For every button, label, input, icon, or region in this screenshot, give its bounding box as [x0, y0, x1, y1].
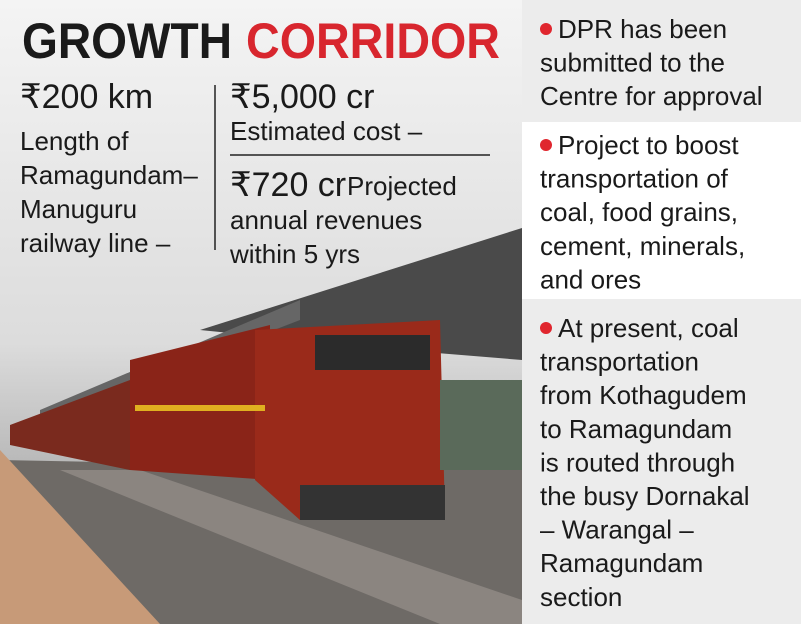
bullet — [540, 139, 552, 151]
point-line: the busy Dornakal — [540, 481, 750, 511]
title-first: GROWTH — [22, 13, 232, 69]
point-line: Project to boost — [558, 130, 739, 160]
length-label: Length of — [20, 126, 129, 156]
point-line: submitted to the — [540, 48, 725, 78]
bullet — [540, 322, 552, 334]
length-label: railway line – — [20, 228, 171, 258]
panel — [522, 125, 801, 296]
point-line: transportation of — [540, 164, 729, 194]
point-line: DPR has been — [558, 14, 727, 44]
title-second: CORRIDOR — [246, 13, 500, 69]
photo — [0, 0, 522, 624]
length-label: Ramagundam– — [20, 160, 198, 190]
revenue-label: annual revenues — [230, 205, 422, 235]
point-line: is routed through — [540, 447, 735, 477]
point-line: transportation — [540, 347, 699, 377]
revenue-value: ₹720 cr — [230, 166, 346, 204]
point-line: cement, minerals, — [540, 231, 745, 261]
point-line: Centre for approval — [540, 81, 763, 111]
bullet — [540, 23, 552, 35]
panel — [522, 0, 801, 122]
cost-label: Estimated cost – — [230, 116, 423, 146]
point-line: Ramagundam — [540, 548, 703, 578]
length-label: Manuguru — [20, 194, 137, 224]
point-line: to Ramagundam — [540, 414, 732, 444]
point-line: from Kothagudem — [540, 380, 747, 410]
point-line: and ores — [540, 264, 641, 294]
revenue-label: Projected — [347, 171, 457, 201]
point-line: – Warangal – — [540, 515, 694, 545]
point-line: section — [540, 582, 622, 612]
length-value: ₹200 km — [20, 78, 153, 116]
panel — [522, 299, 801, 624]
revenue-label: within 5 yrs — [229, 239, 360, 269]
point-line: coal, food grains, — [540, 197, 738, 227]
point-line: At present, coal — [558, 313, 739, 343]
cost-value: ₹5,000 cr — [230, 78, 374, 116]
